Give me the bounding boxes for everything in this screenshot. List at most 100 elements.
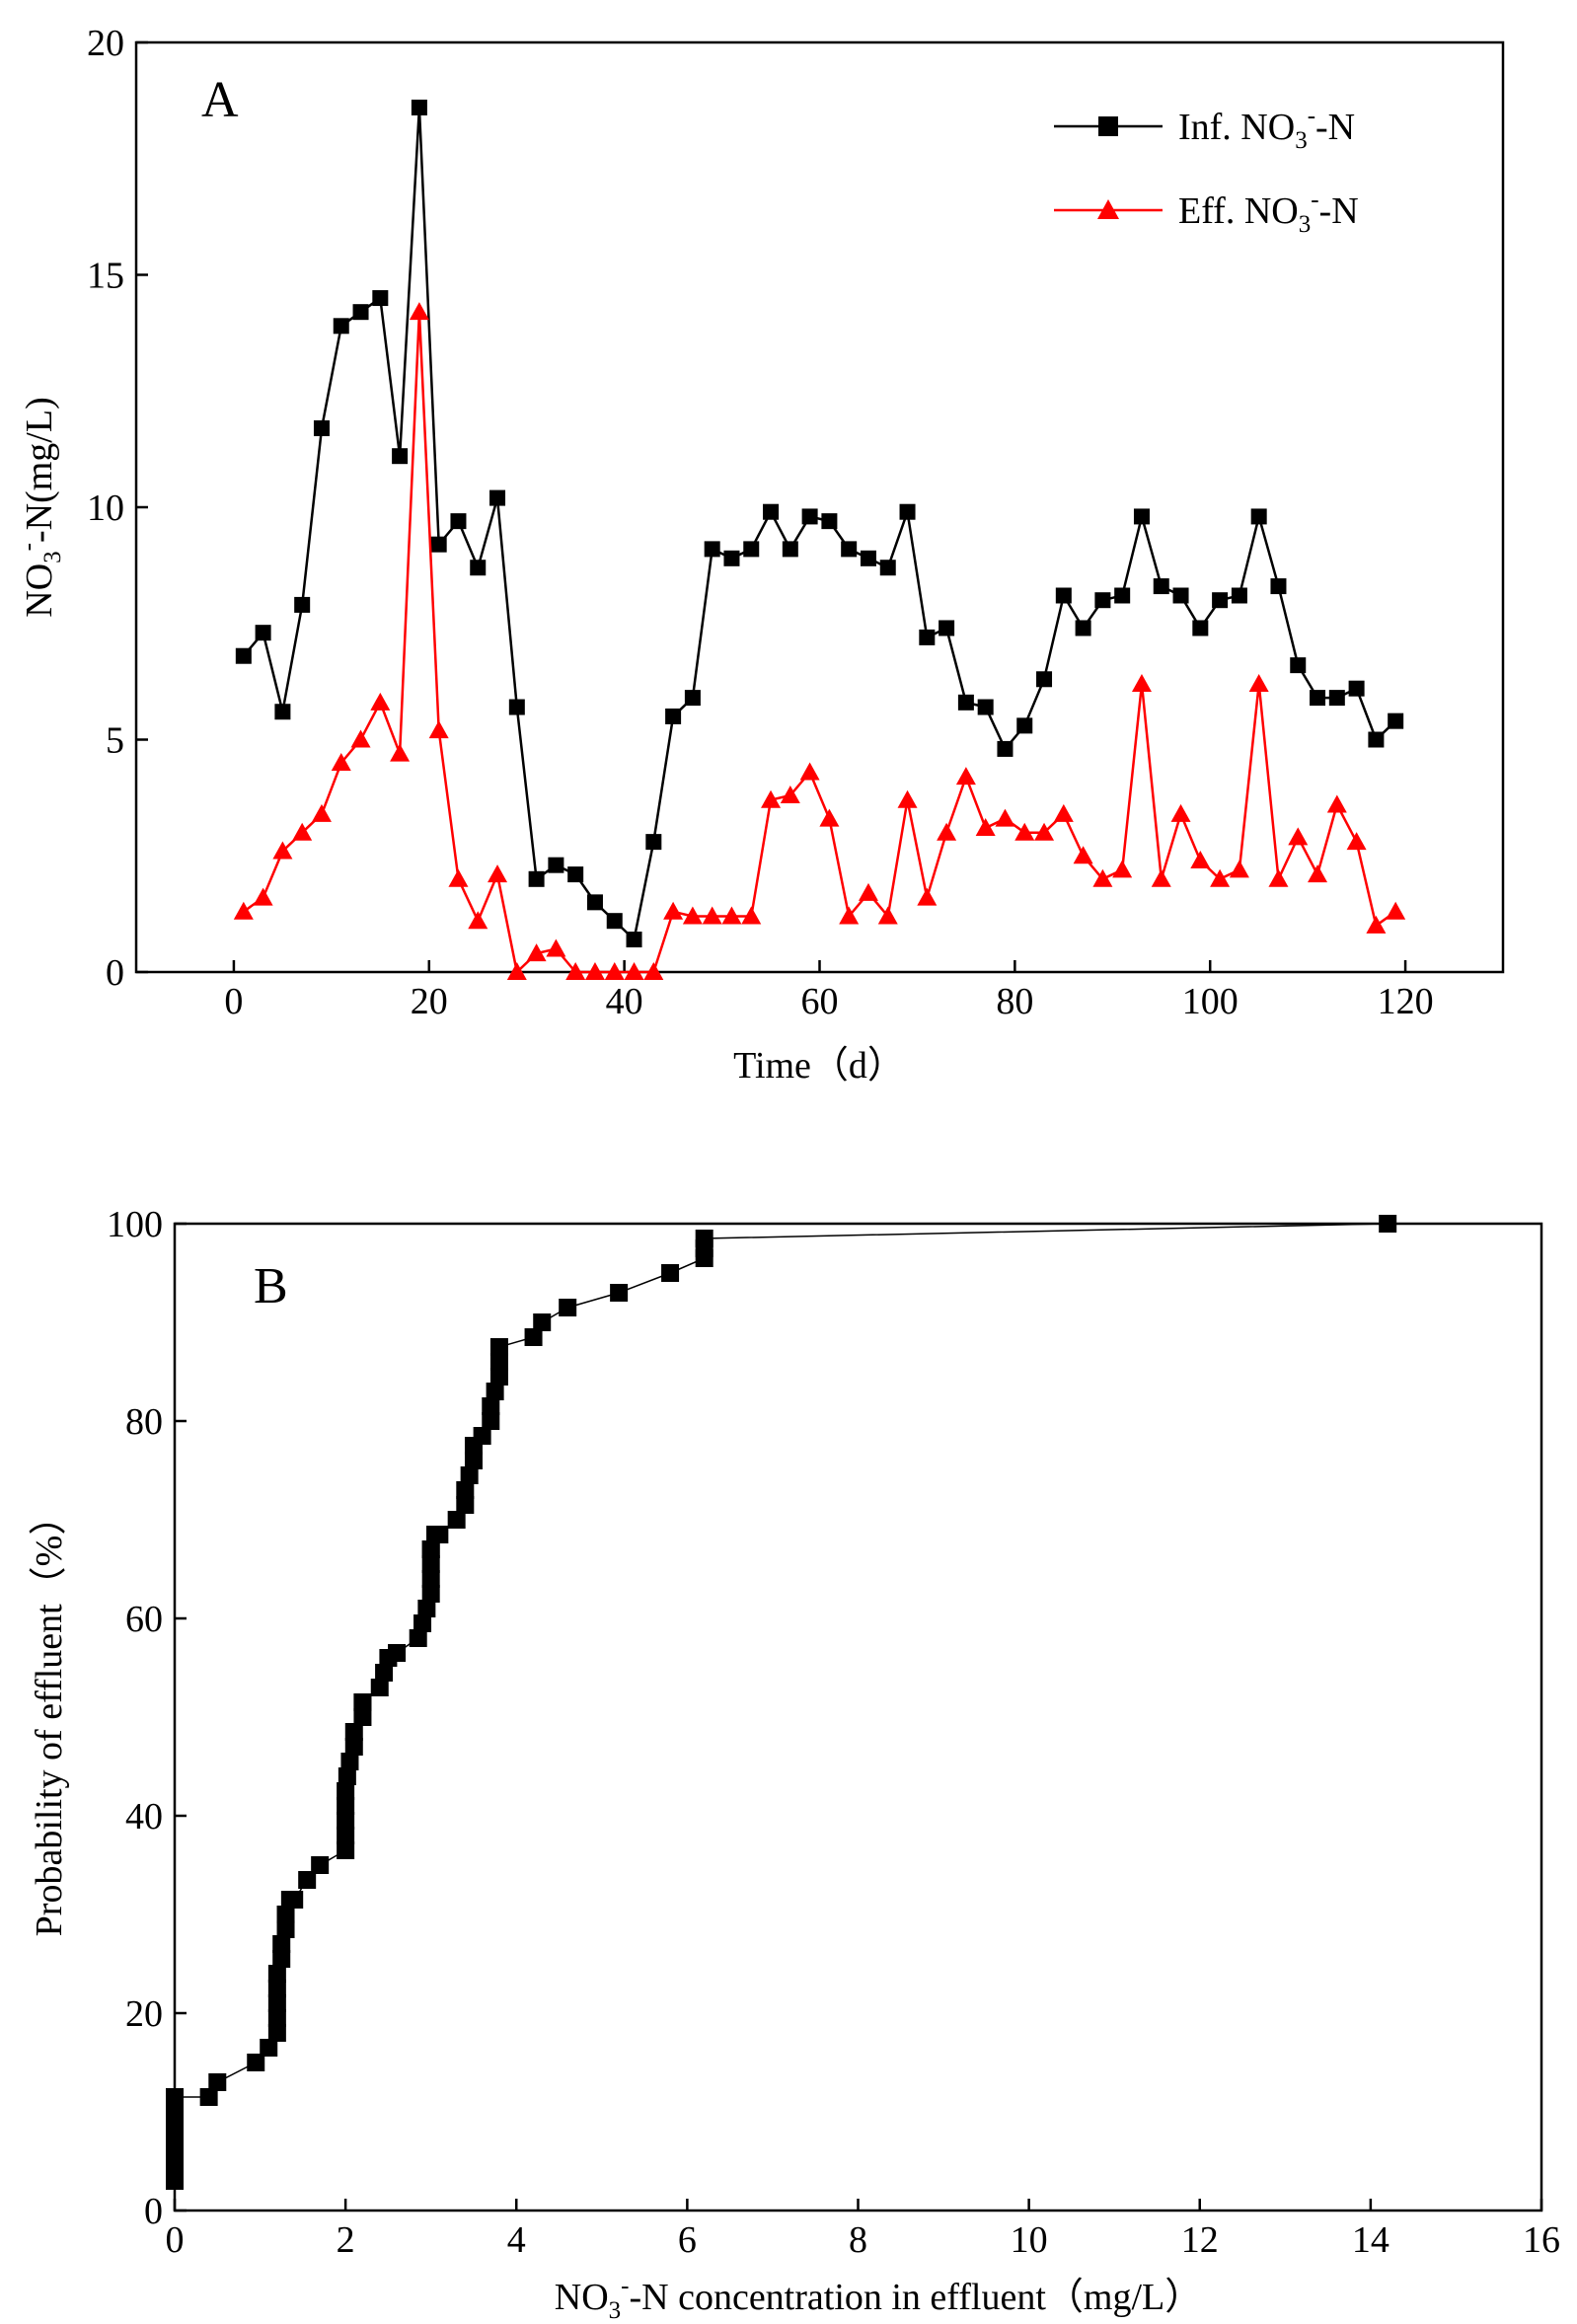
data-point-inf (450, 513, 467, 530)
data-point-eff (1151, 868, 1171, 887)
data-point-inf (1172, 587, 1189, 604)
data-point-inf (684, 690, 701, 707)
data-point-cumulative (276, 1906, 295, 1923)
data-point-eff (565, 962, 586, 980)
x-tick-label: 2 (337, 2219, 355, 2261)
data-point-cumulative (285, 1891, 304, 1909)
data-point-eff (390, 743, 411, 762)
data-point-cumulative (208, 2073, 227, 2091)
data-point-cumulative (370, 1679, 389, 1696)
data-point-inf (606, 913, 623, 930)
data-point-eff (1014, 822, 1035, 841)
data-point-cumulative (337, 1827, 355, 1844)
data-point-cumulative (298, 1871, 317, 1889)
data-point-eff (917, 887, 938, 906)
data-point-cumulative (447, 1511, 466, 1529)
data-point-inf (548, 857, 564, 873)
panel-a-y-ticks: 0 5 10 15 20 (87, 23, 148, 994)
data-point-cumulative (409, 1629, 427, 1647)
y-tick-label: 0 (144, 2191, 163, 2232)
data-point-eff (546, 938, 566, 957)
data-point-inf (235, 647, 252, 664)
data-point-inf (645, 834, 662, 851)
data-point-cumulative (695, 1230, 713, 1247)
data-point-inf (801, 508, 818, 525)
data-point-inf (1368, 731, 1385, 748)
data-point-inf (821, 513, 838, 530)
data-point-eff (1229, 860, 1249, 878)
x-tick-label: 14 (1352, 2219, 1389, 2261)
data-point-eff (721, 906, 742, 925)
data-point-cumulative (166, 2172, 184, 2190)
data-point-cumulative (311, 1856, 330, 1874)
data-point-eff (506, 962, 527, 980)
data-point-inf (743, 541, 760, 558)
data-point-cumulative (272, 1935, 291, 1953)
data-point-cumulative (260, 2039, 278, 2057)
y-tick-label: 100 (107, 1204, 163, 1245)
x-tick-label: 60 (801, 981, 839, 1022)
legend-marker-triangle-icon (1097, 199, 1119, 219)
data-point-eff (839, 906, 860, 925)
data-point-inf (430, 536, 447, 553)
data-point-eff (799, 762, 820, 781)
data-point-inf (939, 620, 955, 637)
x-tick-label: 4 (507, 2219, 526, 2261)
data-point-eff (428, 720, 449, 739)
data-point-inf (294, 596, 311, 613)
x-tick-label: 100 (1182, 981, 1239, 1022)
data-point-eff (1326, 794, 1347, 813)
data-point-inf (665, 708, 682, 724)
y-tick-label: 60 (125, 1599, 163, 1640)
series-line-eff (243, 312, 1396, 975)
legend-item-eff: Eff. NO3--N (1054, 187, 1359, 238)
data-point-eff (643, 962, 664, 980)
data-point-inf (1016, 717, 1033, 734)
data-point-cumulative (337, 1797, 355, 1815)
data-point-cumulative (375, 1664, 394, 1682)
data-point-inf (470, 560, 487, 576)
data-point-inf (1310, 690, 1326, 707)
data-point-inf (1212, 592, 1229, 609)
data-point-cumulative (456, 1481, 475, 1499)
data-point-inf (626, 932, 642, 948)
data-point-eff (272, 841, 293, 860)
data-point-inf (1192, 620, 1209, 637)
data-point-inf (841, 541, 858, 558)
data-point-eff (1288, 827, 1309, 846)
data-point-inf (1348, 680, 1365, 697)
data-point-inf (919, 629, 936, 645)
data-point-inf (1055, 587, 1072, 604)
panel-a-y-axis-title: NO3--N(mg/L) (15, 397, 66, 617)
data-point-inf (997, 740, 1014, 757)
data-point-inf (723, 550, 740, 566)
legend-marker-square-icon (1098, 116, 1118, 136)
data-point-cumulative (473, 1427, 491, 1445)
data-point-inf (704, 541, 720, 558)
data-point-eff (409, 302, 429, 321)
data-point-cumulative (486, 1383, 504, 1400)
data-point-inf (274, 704, 291, 720)
data-point-eff (292, 822, 313, 841)
data-point-inf (879, 560, 896, 576)
panel-b-plot-frame (173, 1222, 1543, 2212)
data-point-eff (1112, 860, 1133, 878)
x-tick-label: 16 (1523, 2219, 1560, 2261)
data-point-cumulative (489, 1338, 508, 1356)
data-point-inf (1328, 690, 1345, 707)
data-point-inf (567, 866, 584, 883)
data-point-cumulative (456, 1496, 475, 1514)
data-point-eff (1366, 915, 1387, 934)
y-tick-label: 15 (87, 256, 124, 297)
data-point-eff (624, 962, 644, 980)
x-tick-label: 8 (849, 2219, 867, 2261)
data-point-inf (899, 503, 916, 520)
data-point-cumulative (340, 1753, 359, 1770)
data-point-eff (975, 817, 996, 836)
legend-label-eff: Eff. NO3--N (1178, 187, 1359, 238)
data-point-eff (877, 906, 898, 925)
data-point-eff (370, 692, 391, 711)
data-point-cumulative (460, 1466, 479, 1484)
data-point-cumulative (661, 1264, 680, 1282)
x-tick-label: 120 (1378, 981, 1434, 1022)
